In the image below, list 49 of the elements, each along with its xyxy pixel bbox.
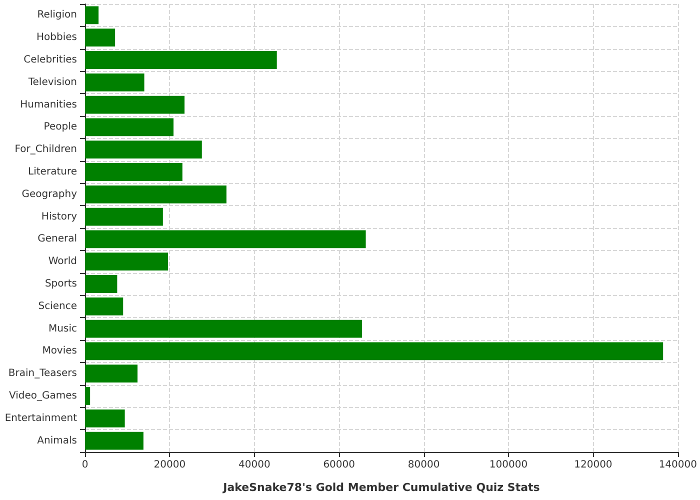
bar [85, 73, 144, 92]
x-tick-label: 0 [82, 460, 88, 470]
y-tick-label: Humanities [20, 99, 77, 110]
y-tick-label: Geography [22, 188, 78, 200]
x-tick-label: 120000 [574, 460, 612, 470]
y-tick-label: World [48, 256, 77, 268]
y-tick-label: Celebrities [24, 54, 77, 66]
y-tick-label: Music [48, 323, 77, 334]
bar [85, 364, 138, 383]
x-tick-label: 20000 [154, 460, 186, 470]
y-tick-label: Sports [44, 278, 77, 290]
bar [85, 140, 202, 159]
bar [85, 51, 277, 69]
bar [85, 387, 90, 405]
bar [85, 432, 144, 450]
y-tick-label: Video_Games [9, 390, 77, 402]
y-tick-label: Movies [42, 346, 77, 357]
bar [85, 320, 362, 338]
bar [85, 230, 366, 248]
bar [85, 342, 664, 360]
y-tick-label: History [41, 211, 78, 222]
bar [85, 208, 163, 226]
x-tick-label: 100000 [489, 460, 528, 470]
x-tick-label: 40000 [238, 460, 270, 470]
bar [85, 118, 174, 136]
bar [85, 297, 124, 316]
y-tick-label: Hobbies [36, 32, 77, 44]
y-tick-label: Religion [37, 10, 77, 21]
y-tick-label: Television [27, 76, 77, 88]
y-tick-label: Science [38, 300, 77, 312]
x-tick-label: 60000 [323, 460, 356, 470]
bar [85, 6, 99, 24]
y-tick-label: General [38, 234, 77, 245]
x-tick-label: 140000 [658, 460, 698, 470]
y-tick-label: Literature [28, 166, 77, 178]
y-tick-label: For_Children [14, 144, 77, 156]
y-tick-label: People [44, 122, 77, 133]
y-tick-label: Entertainment [4, 412, 78, 424]
x-tick-label: 80000 [408, 460, 440, 470]
y-tick-label: Brain_Teasers [8, 368, 77, 380]
y-tick-label: Animals [37, 435, 77, 446]
x-axis-title: JakeSnake78's Gold Member Cumulative Quiz Stats [222, 481, 540, 494]
bar [85, 409, 125, 428]
bar [85, 275, 118, 293]
bar [85, 185, 226, 204]
bar [85, 28, 116, 47]
bar [85, 163, 182, 181]
bar [85, 96, 185, 114]
bar [85, 252, 168, 271]
